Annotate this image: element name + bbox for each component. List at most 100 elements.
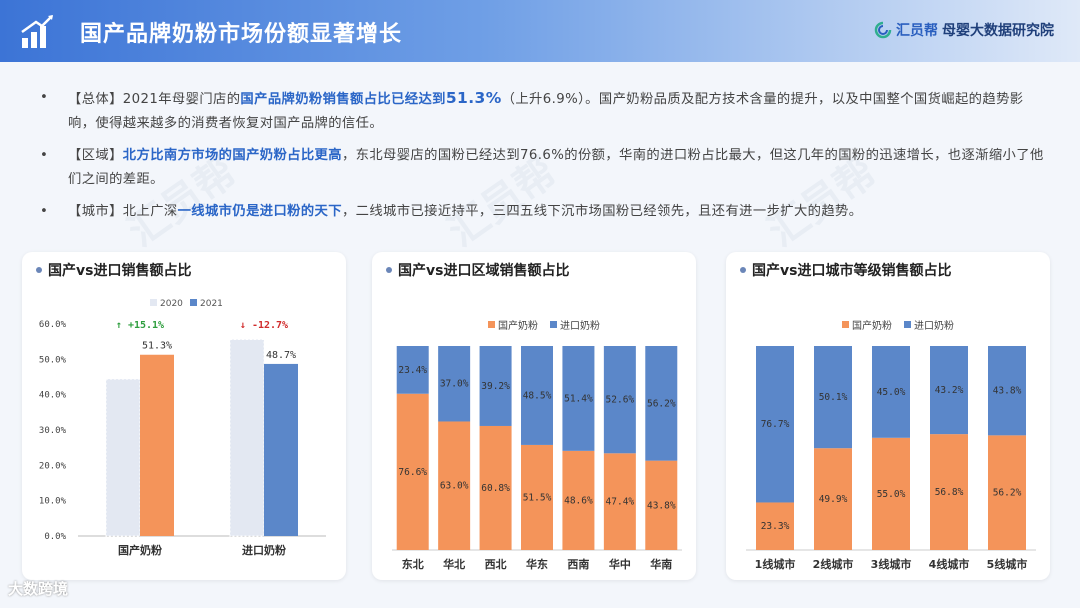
title-dot-icon xyxy=(36,267,42,273)
data-label: 48.7% xyxy=(266,350,296,361)
legend-label: 2021 xyxy=(200,299,223,309)
bar-2020 xyxy=(105,378,141,537)
x-tick-label: 2线城市 xyxy=(813,557,854,571)
page-title: 国产品牌奶粉市场份额显著增长 xyxy=(80,22,403,47)
bullet-highlight: 北方比南方市场的国产奶粉占比更高 xyxy=(122,148,342,163)
bar-import xyxy=(814,346,852,449)
bar-domestic xyxy=(521,444,553,550)
bar-domestic xyxy=(396,393,429,550)
y-tick-label: 40.0% xyxy=(39,391,67,401)
legend-label: 2020 xyxy=(160,299,183,309)
bullet-dot-icon: • xyxy=(40,148,49,163)
chart-title-text: 国产vs进口区域销售额占比 xyxy=(398,263,570,279)
bullet-tag: 【城市】 xyxy=(68,204,123,219)
bar-domestic xyxy=(814,448,852,550)
x-tick-label: 5线城市 xyxy=(987,557,1028,571)
bullet-highlight: 一线城市仍是进口粉的天下 xyxy=(177,204,342,219)
bar-import xyxy=(603,346,636,454)
data-label-import: 56.2% xyxy=(647,398,676,409)
legend-swatch xyxy=(550,321,557,328)
x-tick-label: 1线城市 xyxy=(755,557,796,571)
footer-logo: 大数跨境 xyxy=(8,578,68,599)
y-tick-label: 30.0% xyxy=(39,426,67,436)
data-label-import: 50.1% xyxy=(819,392,848,403)
data-label-domestic: 23.3% xyxy=(761,521,790,532)
data-label-domestic: 76.6% xyxy=(398,467,427,478)
bar-import xyxy=(438,346,471,422)
bar-domestic xyxy=(562,450,595,550)
data-label: 51.3% xyxy=(142,341,172,352)
bar-2021 xyxy=(140,354,174,536)
x-tick-label: 华中 xyxy=(609,557,631,571)
brand-subtitle: 母婴大数据研究院 xyxy=(942,23,1054,39)
bar-import xyxy=(521,346,553,445)
data-label-domestic: 51.5% xyxy=(523,492,552,503)
x-tick-label: 4线城市 xyxy=(929,557,970,571)
bar-domestic xyxy=(603,453,636,550)
bar-2020 xyxy=(229,339,265,537)
chart-region: 国产奶粉 进口奶粉 76.6% 23.4% 东北 63.0% 37.0% 华北 60.8% 39.… xyxy=(392,319,682,571)
bar-2021 xyxy=(264,363,298,536)
data-label-import: 76.7% xyxy=(761,419,790,430)
chart-title-text: 国产vs进口城市等级销售额占比 xyxy=(752,263,952,279)
y-tick-label: 10.0% xyxy=(39,497,67,507)
y-tick-label: 50.0% xyxy=(39,355,67,365)
data-label-domestic: 63.0% xyxy=(440,481,469,492)
brand-logo-icon xyxy=(874,21,892,39)
bullet-text: ，东北母婴店的国粉已经达到76.6%的份额，华南的进口粉占比最大，但这几年的国粉… xyxy=(68,148,1044,187)
data-label-import: 37.0% xyxy=(440,379,469,390)
brand-name: 汇员帮 xyxy=(896,23,938,39)
bullet-region: • 【区域】北方比南方市场的国产奶粉占比更高，东北母婴店的国粉已经达到76.6%… xyxy=(40,144,1050,192)
x-tick-label: 3线城市 xyxy=(871,557,912,571)
legend-label: 国产奶粉 xyxy=(498,319,538,332)
bar-import xyxy=(756,346,794,503)
x-tick-label: 华北 xyxy=(443,557,465,571)
bar-import xyxy=(872,346,910,438)
y-tick-label: 60.0% xyxy=(39,320,67,330)
x-tick-label: 西南 xyxy=(567,557,589,571)
change-annotation: ↑ +15.1% xyxy=(116,320,164,331)
bar-domestic xyxy=(872,437,910,550)
bar-domestic xyxy=(756,502,794,550)
bullet-text: 2021年母婴门店的 xyxy=(122,92,241,107)
chart-title-text: 国产vs进口销售额占比 xyxy=(48,263,192,279)
data-label-import: 43.2% xyxy=(935,385,964,396)
data-label-domestic: 49.9% xyxy=(819,494,848,505)
x-tick-label: 华南 xyxy=(650,557,672,571)
chart-title: 国产vs进口城市等级销售额占比 xyxy=(740,260,951,280)
x-tick-label: 西北 xyxy=(485,557,507,571)
chart-overall: 2020 2021 0.0% 10.0% 20.0% 30.0% 40.0% 50.0% 60.… xyxy=(39,299,326,557)
legend-swatch xyxy=(842,321,849,328)
bullet-highlight-number: 51.3% xyxy=(445,89,502,107)
chart-card-overall: 国产vs进口销售额占比 2020 2021 0.0% 10.0% 20.0% 30.0% 4… xyxy=(22,252,346,580)
y-tick-label: 20.0% xyxy=(39,461,67,471)
bullet-list: • 【总体】2021年母婴门店的国产品牌奶粉销售额占比已经达到51.3%（上升6… xyxy=(40,86,1050,232)
bar-import xyxy=(645,346,678,461)
x-tick-label: 国产奶粉 xyxy=(118,543,162,557)
data-label-import: 39.2% xyxy=(481,381,510,392)
data-label-domestic: 60.8% xyxy=(481,483,510,494)
bullet-tag: 【区域】 xyxy=(68,148,123,163)
bullet-highlight: 国产品牌奶粉销售额占比已经达到 xyxy=(240,92,446,107)
bar-domestic xyxy=(930,434,968,550)
data-label-import: 43.8% xyxy=(993,386,1022,397)
data-label-import: 23.4% xyxy=(398,365,427,376)
bullet-dot-icon: • xyxy=(40,90,49,105)
bullet-tag: 【总体】 xyxy=(68,92,123,107)
data-label-domestic: 56.8% xyxy=(935,487,964,498)
legend-swatch xyxy=(150,299,157,306)
bar-import xyxy=(930,346,968,435)
bar-import xyxy=(396,346,429,394)
bullet-city: • 【城市】北上广深一线城市仍是进口粉的天下，二线城市已接近持平，三四五线下沉市… xyxy=(40,200,1050,224)
legend-label: 国产奶粉 xyxy=(852,319,892,332)
bar-import xyxy=(562,346,595,451)
bullet-text: ，二线城市已接近持平，三四五线下沉市场国粉已经领先，且还有进一步扩大的趋势。 xyxy=(341,204,863,219)
x-tick-label: 进口奶粉 xyxy=(242,543,286,557)
data-label-import: 51.4% xyxy=(564,393,593,404)
bar-domestic xyxy=(479,425,512,550)
chart-title: 国产vs进口销售额占比 xyxy=(36,260,191,280)
footer-logo-text: 大数跨境 xyxy=(8,580,69,598)
legend-label: 进口奶粉 xyxy=(914,319,954,332)
bullet-dot-icon: • xyxy=(40,204,49,219)
bar-domestic xyxy=(645,460,678,550)
